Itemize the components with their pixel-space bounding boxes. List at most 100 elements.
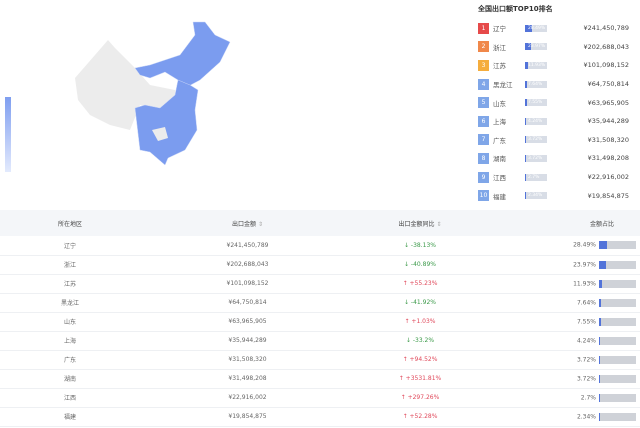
region-cell: 山东: [0, 312, 140, 332]
share-bar: [599, 355, 636, 364]
rank-item: 7 广东 3.72% ¥31,508,320: [478, 131, 640, 150]
export-amount: ¥22,916,002: [587, 173, 629, 182]
share-bar: 3.72%: [525, 154, 547, 162]
rank-badge: 1: [478, 22, 489, 34]
export-amount: ¥101,098,152: [583, 61, 630, 70]
yoy-cell: ↓ -40.89%: [355, 255, 485, 275]
rank-item: 2 浙江 23.97% ¥202,688,043: [478, 38, 640, 57]
province-name: 湖南: [493, 155, 506, 164]
yoy-cell: ↓ -38.13%: [355, 236, 485, 256]
amount-cell: ¥19,854,875: [140, 407, 355, 427]
province-name: 辽宁: [493, 25, 506, 34]
amount-cell: ¥22,916,002: [140, 388, 355, 408]
ranking-title: 全国出口额TOP10排名: [478, 5, 553, 13]
region-cell: 福建: [0, 407, 140, 427]
export-amount: ¥241,450,789: [583, 24, 630, 33]
amount-cell: ¥241,450,789: [140, 236, 355, 256]
share-bar: [599, 260, 636, 269]
share-cell: 2.34%: [485, 407, 640, 427]
share-bar: 23.97%: [525, 43, 547, 51]
share-bar: 2.7%: [525, 173, 547, 181]
table-row: 湖南 ¥31,498,208 ↑ +3531.81% 3.72%: [0, 369, 640, 389]
share-bar: [599, 241, 636, 250]
rank-item: 3 江苏 11.93% ¥101,098,152: [478, 56, 640, 75]
map-region-south[interactable]: [134, 79, 199, 166]
amount-cell: ¥101,098,152: [140, 274, 355, 294]
region-cell: 上海: [0, 331, 140, 351]
sort-icon: ⇕: [436, 220, 442, 228]
share-cell: 3.72%: [485, 350, 640, 370]
yoy-cell: ↑ +297.26%: [355, 388, 485, 408]
region-cell: 辽宁: [0, 236, 140, 256]
top10-ranking-panel: 全国出口额TOP10排名 1 辽宁 28.49% ¥241,450,789 2 浙…: [478, 0, 640, 205]
region-cell: 浙江: [0, 255, 140, 275]
share-bar: [599, 298, 636, 307]
table-row: 山东 ¥63,965,905 ↑ +1.03% 7.55%: [0, 312, 640, 332]
table-row: 江苏 ¥101,098,152 ↑ +55.23% 11.93%: [0, 274, 640, 294]
province-name: 广东: [493, 136, 506, 145]
header-share: 金额占比: [485, 210, 640, 236]
header-amount[interactable]: 出口金额 ⇕: [140, 210, 355, 236]
province-name: 福建: [493, 192, 506, 201]
share-cell: 7.55%: [485, 312, 640, 332]
province-name: 江苏: [493, 62, 506, 71]
table-row: 上海 ¥35,944,289 ↓ -33.2% 4.24%: [0, 331, 640, 351]
table-row: 江西 ¥22,916,002 ↑ +297.26% 2.7%: [0, 388, 640, 408]
province-name: 上海: [493, 118, 506, 127]
rank-item: 10 福建 2.34% ¥19,854,875: [478, 186, 640, 205]
share-cell: 4.24%: [485, 331, 640, 351]
amount-cell: ¥31,508,320: [140, 350, 355, 370]
yoy-cell: ↓ -33.2%: [355, 331, 485, 351]
share-bar: 7.64%: [525, 80, 547, 88]
rank-badge: 4: [478, 78, 489, 90]
region-cell: 黑龙江: [0, 293, 140, 313]
rank-item: 4 黑龙江 7.64% ¥64,750,814: [478, 75, 640, 94]
rank-badge: 2: [478, 41, 489, 53]
share-bar: 28.49%: [525, 24, 547, 32]
rank-item: 6 上海 4.24% ¥35,944,289: [478, 112, 640, 131]
table-row: 浙江 ¥202,688,043 ↓ -40.89% 23.97%: [0, 255, 640, 275]
export-amount: ¥35,944,289: [587, 117, 629, 126]
share-bar: 7.55%: [525, 99, 547, 107]
region-cell: 江西: [0, 388, 140, 408]
amount-cell: ¥64,750,814: [140, 293, 355, 313]
export-amount: ¥19,854,875: [587, 191, 629, 200]
rank-badge: 3: [478, 59, 489, 71]
export-amount: ¥31,498,208: [587, 154, 629, 163]
share-bar: [599, 317, 636, 326]
table-row: 辽宁 ¥241,450,789 ↓ -38.13% 28.49%: [0, 236, 640, 256]
share-bar: [599, 279, 636, 288]
rank-badge: 6: [478, 115, 489, 127]
rank-item: 5 山东 7.55% ¥63,965,905: [478, 93, 640, 112]
province-name: 浙江: [493, 43, 506, 52]
share-bar: [599, 412, 636, 421]
share-bar: 11.93%: [525, 61, 547, 69]
share-cell: 2.7%: [485, 388, 640, 408]
table-row: 黑龙江 ¥64,750,814 ↓ -41.92% 7.64%: [0, 293, 640, 313]
amount-cell: ¥202,688,043: [140, 255, 355, 275]
rank-badge: 10: [478, 190, 489, 202]
share-cell: 28.49%: [485, 236, 640, 256]
rank-item: 9 江西 2.7% ¥22,916,002: [478, 168, 640, 187]
province-name: 黑龙江: [493, 81, 513, 90]
share-bar: 4.24%: [525, 117, 547, 125]
amount-cell: ¥35,944,289: [140, 331, 355, 351]
share-bar: 3.72%: [525, 136, 547, 144]
header-yoy[interactable]: 出口金额同比 ⇕: [355, 210, 485, 236]
region-cell: 广东: [0, 350, 140, 370]
yoy-cell: ↑ +3531.81%: [355, 369, 485, 389]
share-cell: 23.97%: [485, 255, 640, 275]
export-amount: ¥202,688,043: [583, 42, 630, 51]
yoy-cell: ↑ +1.03%: [355, 312, 485, 332]
china-map[interactable]: [0, 0, 300, 200]
export-amount: ¥31,508,320: [587, 135, 629, 144]
rank-badge: 8: [478, 152, 489, 164]
share-bar: [599, 393, 636, 402]
amount-cell: ¥63,965,905: [140, 312, 355, 332]
map-region-guizhou[interactable]: [152, 127, 168, 141]
rank-item: 8 湖南 3.72% ¥31,498,208: [478, 149, 640, 168]
visual-map-legend[interactable]: [5, 97, 11, 172]
map-region-north[interactable]: [134, 21, 231, 89]
rank-item: 1 辽宁 28.49% ¥241,450,789: [478, 19, 640, 38]
share-cell: 11.93%: [485, 274, 640, 294]
